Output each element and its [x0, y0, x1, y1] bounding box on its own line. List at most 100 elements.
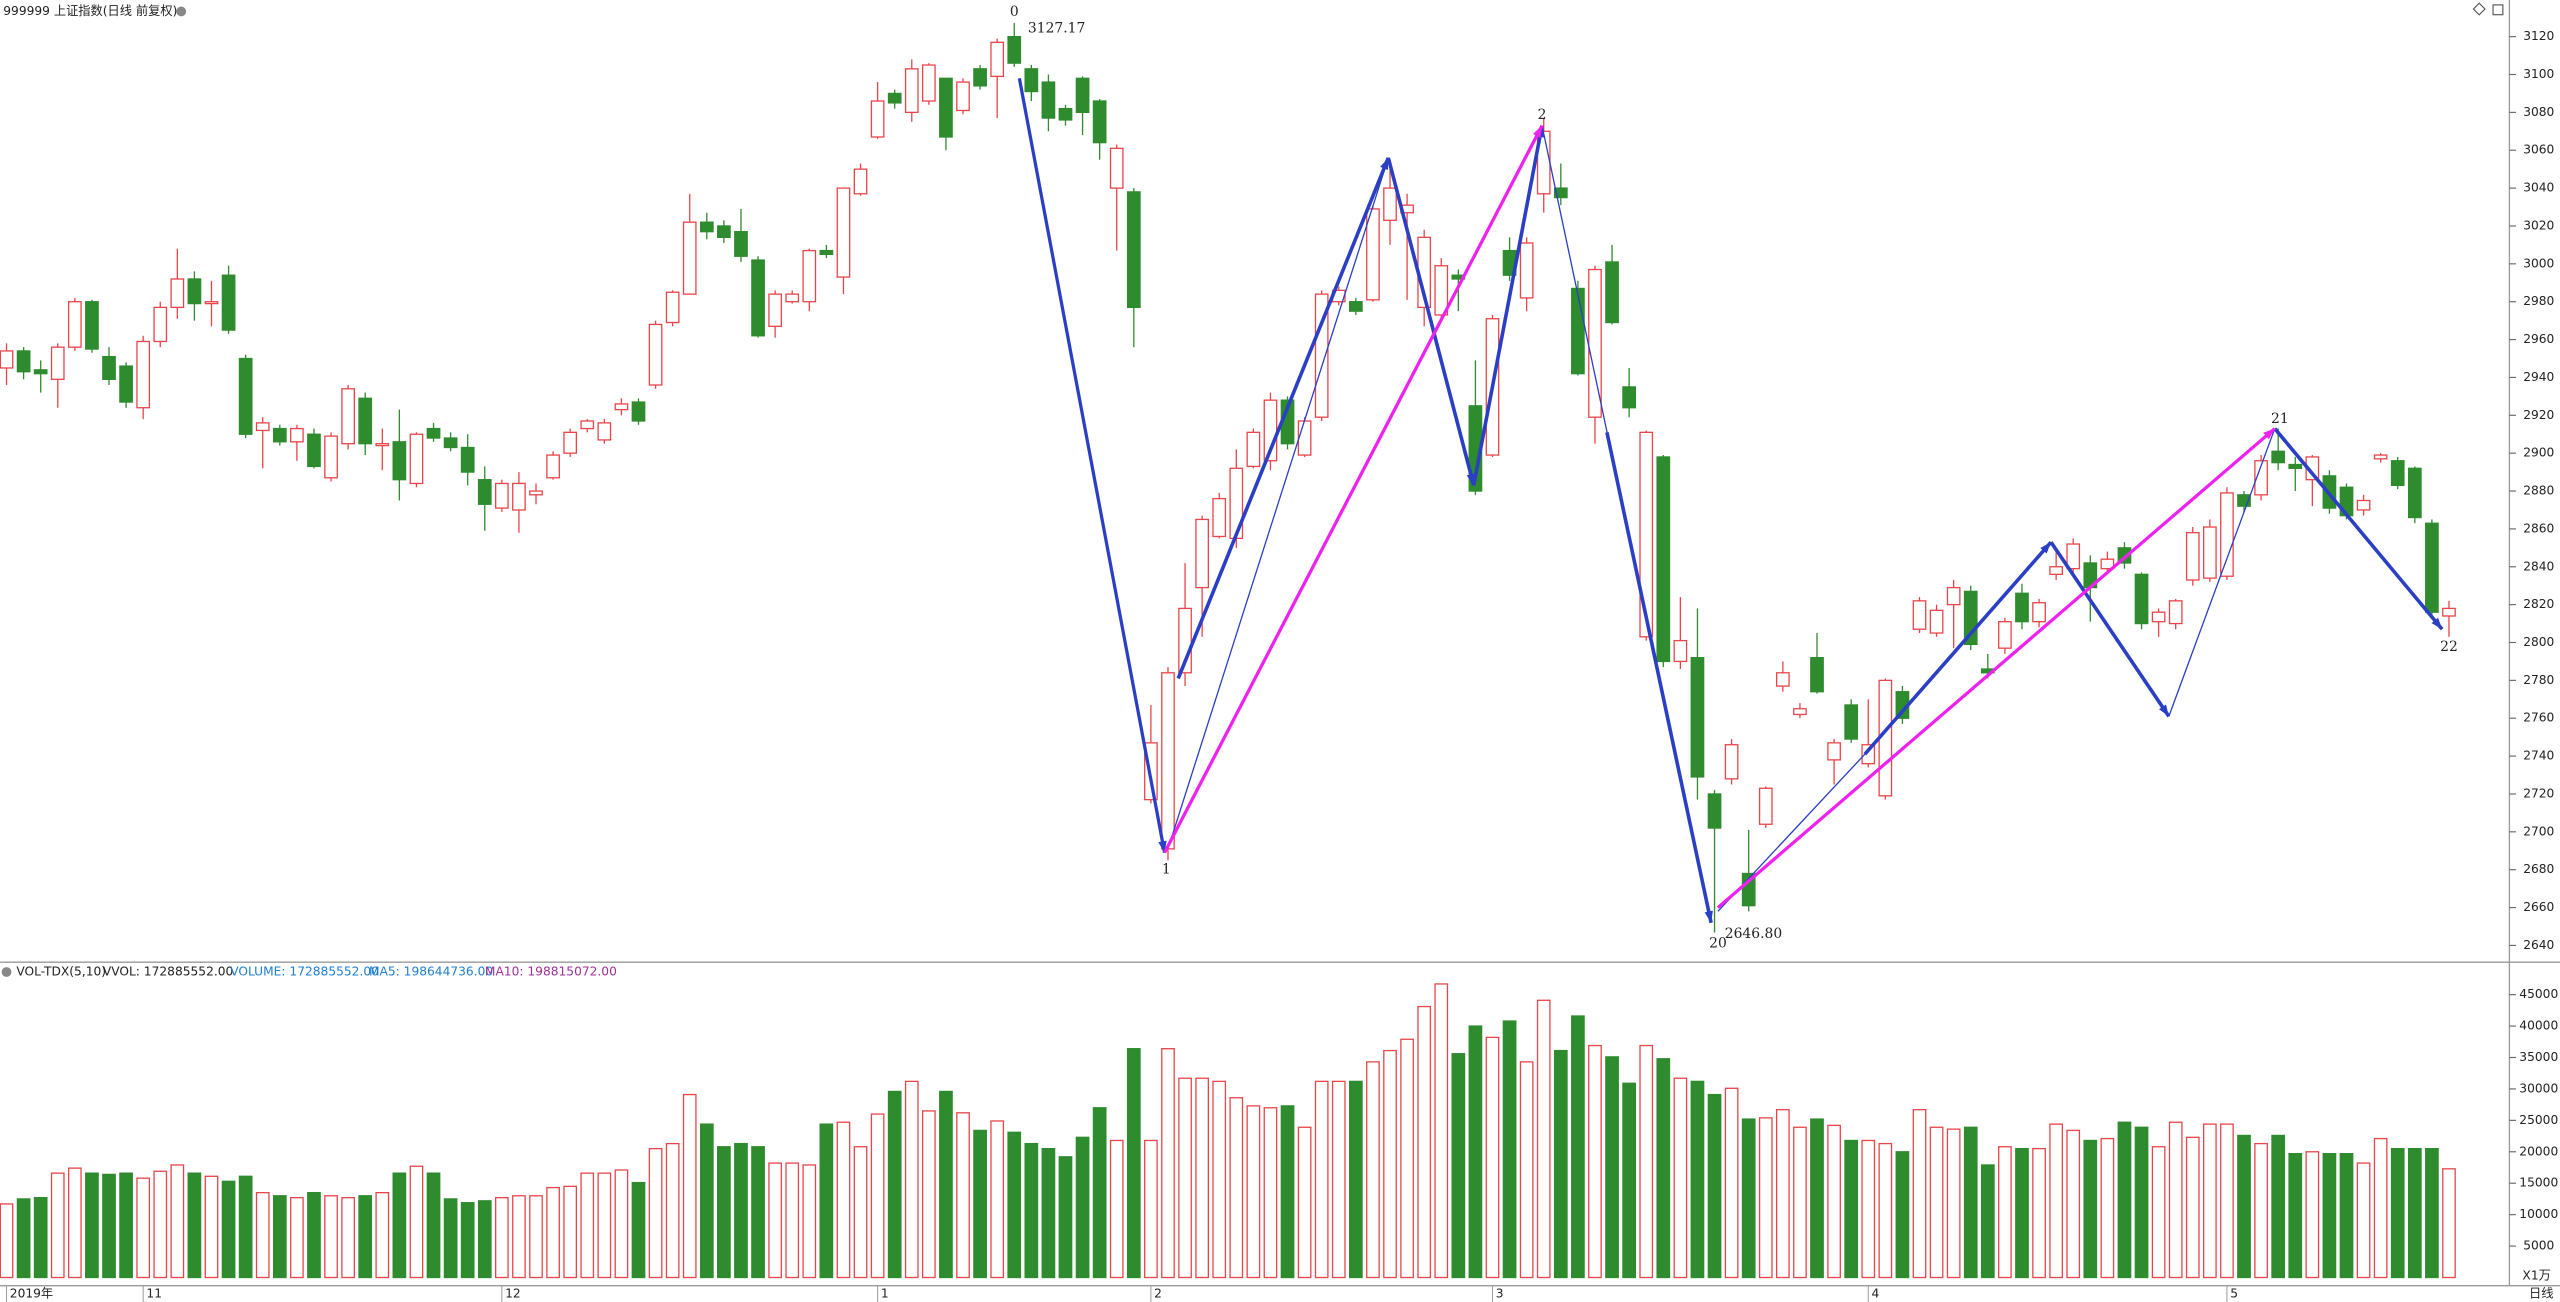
volume-bar	[1178, 1077, 1192, 1279]
candle-body	[1946, 586, 1961, 606]
candle-body	[2032, 602, 2046, 623]
y-tick-label: 2700	[2523, 824, 2554, 838]
volume-bar	[358, 1195, 373, 1279]
y-tick-label: 40000	[2519, 1019, 2558, 1033]
volume-bar	[580, 1172, 595, 1279]
y-tick-label: 5000	[2523, 1239, 2554, 1253]
settings-icon[interactable]	[176, 6, 187, 17]
candle-body	[290, 427, 304, 443]
volume-bar	[494, 1197, 509, 1279]
volume-bar	[1007, 1131, 1022, 1279]
chart-title: 999999 上证指数(日线 前复权)	[3, 3, 177, 18]
arrow-head	[2263, 428, 2275, 440]
candle-body	[904, 68, 919, 114]
candle-body	[187, 278, 202, 305]
volume-bar	[648, 1147, 663, 1279]
volume-bar	[1998, 1146, 2012, 1279]
candle-body	[1297, 420, 1312, 456]
y-tick-label: 2920	[2523, 408, 2554, 422]
volume-bar	[238, 1175, 253, 1279]
candle-body	[2066, 543, 2081, 570]
volume-bar	[853, 1146, 868, 1279]
candle-body	[16, 350, 31, 373]
y-tick-label: 45000	[2519, 987, 2558, 1001]
volume-bar	[2083, 1139, 2098, 1279]
wave-line	[2168, 428, 2276, 717]
period-label: 日线	[2529, 1286, 2553, 1300]
candle-body	[1058, 107, 1073, 121]
volume-bar	[1058, 1156, 1073, 1279]
volume-bar	[1963, 1126, 1978, 1279]
candle-body	[768, 293, 782, 327]
volume-bar	[2322, 1153, 2337, 1279]
wave-line	[1167, 157, 1389, 850]
volume-bar	[1297, 1126, 1312, 1279]
volume-bar	[1980, 1164, 1995, 1279]
candle-body	[170, 278, 185, 309]
volume-bar	[1861, 1139, 1876, 1279]
wave-line	[1471, 125, 1544, 486]
candle-body	[2134, 573, 2149, 625]
candle-body	[1793, 708, 1807, 716]
y-tick-label: 2860	[2523, 521, 2554, 535]
volume-bar	[2220, 1123, 2234, 1279]
candle-body	[392, 441, 407, 481]
volume-bar	[16, 1198, 31, 1279]
candle-body	[1758, 787, 1773, 825]
y-tick-label: 20000	[2519, 1144, 2558, 1158]
volume-bar	[1314, 1080, 1329, 1279]
candle-body	[1605, 261, 1619, 324]
volume-bar	[1741, 1118, 1756, 1279]
volume-bar	[2151, 1146, 2166, 1279]
volume-bar	[956, 1112, 970, 1279]
volume-bar	[939, 1090, 953, 1279]
candle-body	[2442, 607, 2456, 617]
volume-bar	[1417, 1005, 1432, 1279]
candle-body	[853, 168, 868, 195]
volume-bar	[102, 1173, 116, 1279]
candle-body	[221, 274, 236, 331]
candle-body	[1195, 518, 1209, 589]
x-tick-label: 11	[146, 1286, 162, 1300]
volume-bar	[1383, 1049, 1397, 1279]
candle-body	[2220, 492, 2234, 577]
candle-body	[699, 221, 714, 233]
arrow-head	[1704, 910, 1713, 923]
candle-body	[67, 301, 82, 348]
arrow-head	[1380, 157, 1389, 171]
volume-bar	[836, 1121, 851, 1279]
indicator-icon[interactable]	[1, 967, 12, 977]
volume-bar	[597, 1172, 612, 1279]
icon[interactable]	[2472, 2, 2486, 16]
y-tick-label: 2780	[2523, 673, 2554, 687]
candle-body	[836, 187, 851, 278]
y-tick-label: 2660	[2523, 900, 2554, 914]
x-tick-label: 12	[505, 1286, 521, 1300]
candle-body	[1690, 656, 1705, 778]
candle-body	[2237, 494, 2251, 507]
candle-body	[1639, 431, 1654, 638]
volume-bar	[1844, 1139, 1859, 1279]
arrow-head	[1532, 125, 1543, 138]
wave-line	[2273, 427, 2444, 631]
y-tick-label: 3120	[2523, 29, 2554, 43]
y-tick-label: 30000	[2519, 1081, 2558, 1095]
candle-body	[324, 435, 338, 479]
icon[interactable]	[2492, 4, 2504, 16]
y-tick-label: 3060	[2523, 143, 2554, 157]
arrow-head	[2158, 704, 2169, 717]
candle-body	[2407, 467, 2422, 519]
volume-bar	[1468, 1025, 1483, 1279]
annotation: 3127.17	[1028, 20, 1085, 36]
candle-body	[1571, 287, 1585, 375]
volume-bar	[2442, 1168, 2456, 1279]
y-tick-label: 2960	[2523, 332, 2554, 346]
candle-body	[1929, 609, 1944, 634]
volume-bar	[255, 1191, 270, 1279]
volume-bar	[1878, 1142, 1893, 1279]
volume-bar	[341, 1197, 355, 1279]
volume-bar	[1519, 1061, 1534, 1279]
annotation: 1	[1162, 862, 1171, 878]
